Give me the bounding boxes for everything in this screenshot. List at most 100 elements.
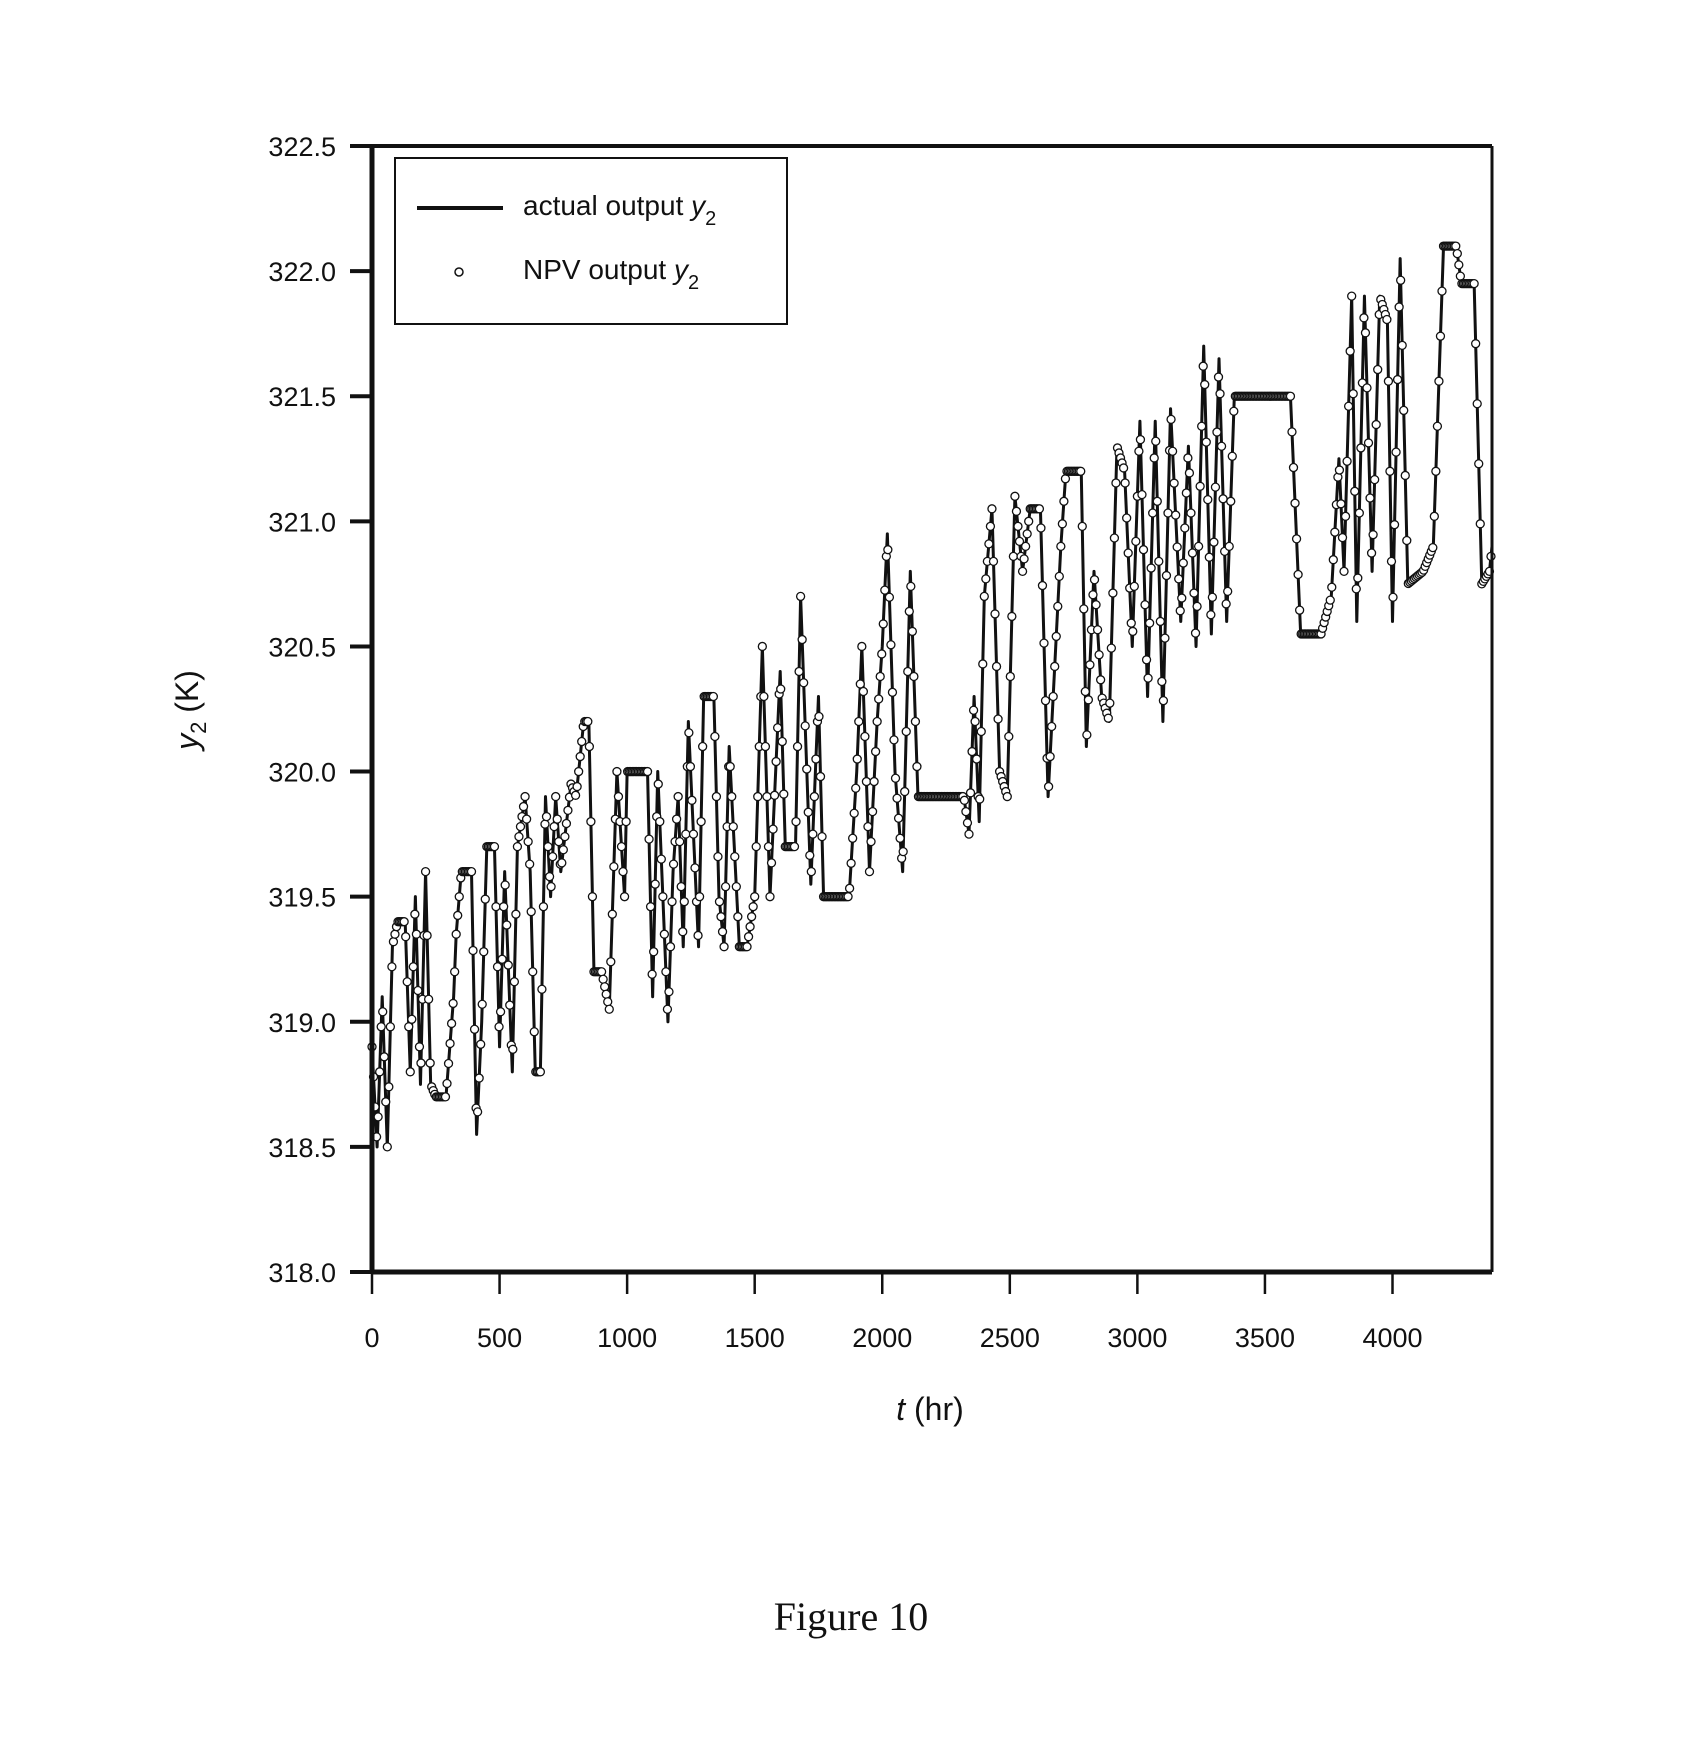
npv-point bbox=[908, 627, 916, 635]
npv-point bbox=[521, 793, 529, 801]
npv-point bbox=[651, 880, 659, 888]
npv-point bbox=[1169, 447, 1177, 455]
npv-point bbox=[1352, 585, 1360, 593]
npv-point bbox=[506, 1001, 514, 1009]
npv-point bbox=[388, 963, 396, 971]
npv-point bbox=[515, 833, 523, 841]
npv-point bbox=[1342, 512, 1350, 520]
y-tick-label: 319.5 bbox=[268, 883, 336, 913]
npv-point bbox=[1127, 619, 1135, 627]
npv-point bbox=[1025, 517, 1033, 525]
npv-point bbox=[480, 948, 488, 956]
npv-point bbox=[855, 718, 863, 726]
npv-point bbox=[1366, 494, 1374, 502]
npv-point bbox=[1338, 534, 1346, 542]
npv-point bbox=[1005, 733, 1013, 741]
npv-point bbox=[864, 823, 872, 831]
npv-point bbox=[977, 728, 985, 736]
npv-point bbox=[584, 718, 592, 726]
npv-point bbox=[780, 790, 788, 798]
npv-point bbox=[760, 692, 768, 700]
npv-point bbox=[668, 898, 676, 906]
npv-point bbox=[552, 793, 560, 801]
npv-point bbox=[645, 835, 653, 843]
npv-point bbox=[1022, 542, 1030, 550]
npv-point bbox=[452, 930, 460, 938]
npv-point bbox=[412, 930, 420, 938]
npv-point bbox=[1199, 362, 1207, 370]
npv-point bbox=[446, 1039, 454, 1047]
npv-point bbox=[1351, 487, 1359, 495]
npv-point bbox=[682, 830, 690, 838]
npv-point bbox=[1401, 471, 1409, 479]
npv-point bbox=[676, 838, 684, 846]
npv-point bbox=[549, 853, 557, 861]
npv-point bbox=[1135, 447, 1143, 455]
npv-point bbox=[1058, 520, 1066, 528]
figure-caption: Figure 10 bbox=[774, 1594, 928, 1639]
npv-point bbox=[979, 660, 987, 668]
npv-point bbox=[1097, 676, 1105, 684]
npv-point bbox=[806, 851, 814, 859]
npv-point bbox=[383, 1143, 391, 1151]
npv-point bbox=[1372, 421, 1380, 429]
npv-point bbox=[530, 1028, 538, 1036]
npv-point bbox=[478, 1000, 486, 1008]
npv-point bbox=[1430, 512, 1438, 520]
npv-point bbox=[524, 838, 532, 846]
x-tick-label: 0 bbox=[364, 1323, 379, 1353]
npv-point bbox=[1361, 329, 1369, 337]
npv-point bbox=[1346, 347, 1354, 355]
npv-point bbox=[1187, 509, 1195, 517]
npv-point bbox=[618, 843, 626, 851]
npv-point bbox=[890, 736, 898, 744]
npv-point bbox=[679, 928, 687, 936]
npv-point bbox=[402, 933, 410, 941]
npv-point bbox=[743, 943, 751, 951]
x-tick-label: 2500 bbox=[980, 1323, 1040, 1353]
npv-point bbox=[379, 1008, 387, 1016]
npv-point bbox=[1156, 617, 1164, 625]
npv-point bbox=[1014, 522, 1022, 530]
npv-point bbox=[455, 893, 463, 901]
npv-point bbox=[699, 743, 707, 751]
npv-point bbox=[1037, 524, 1045, 532]
npv-point bbox=[771, 791, 779, 799]
npv-point bbox=[558, 859, 566, 867]
npv-point bbox=[527, 908, 535, 916]
npv-point bbox=[1429, 544, 1437, 552]
npv-point bbox=[1089, 591, 1097, 599]
npv-point bbox=[1432, 467, 1440, 475]
npv-point bbox=[869, 808, 877, 816]
npv-point bbox=[538, 985, 546, 993]
npv-point bbox=[1153, 497, 1161, 505]
npv-point bbox=[1296, 606, 1304, 614]
npv-point bbox=[1335, 466, 1343, 474]
npv-point bbox=[1179, 559, 1187, 567]
npv-point bbox=[1162, 572, 1170, 580]
npv-point bbox=[504, 961, 512, 969]
npv-point bbox=[1045, 783, 1053, 791]
npv-point bbox=[1139, 546, 1147, 554]
x-tick-label: 3500 bbox=[1235, 1323, 1295, 1353]
npv-point bbox=[745, 933, 753, 941]
npv-point bbox=[426, 1059, 434, 1067]
npv-point bbox=[711, 733, 719, 741]
npv-point bbox=[610, 863, 618, 871]
npv-point bbox=[1400, 406, 1408, 414]
npv-point bbox=[516, 823, 524, 831]
npv-point bbox=[1121, 479, 1129, 487]
y-axis-title: y2 (K) bbox=[169, 670, 211, 752]
npv-point bbox=[1340, 567, 1348, 575]
npv-point bbox=[474, 1108, 482, 1116]
npv-point bbox=[1083, 731, 1091, 739]
npv-point bbox=[1084, 696, 1092, 704]
npv-point bbox=[663, 1005, 671, 1013]
npv-point bbox=[815, 713, 823, 721]
npv-point bbox=[1052, 632, 1060, 640]
npv-point bbox=[885, 593, 893, 601]
npv-point bbox=[654, 780, 662, 788]
npv-point bbox=[1225, 542, 1233, 550]
npv-point bbox=[1354, 574, 1362, 582]
npv-point bbox=[728, 793, 736, 801]
